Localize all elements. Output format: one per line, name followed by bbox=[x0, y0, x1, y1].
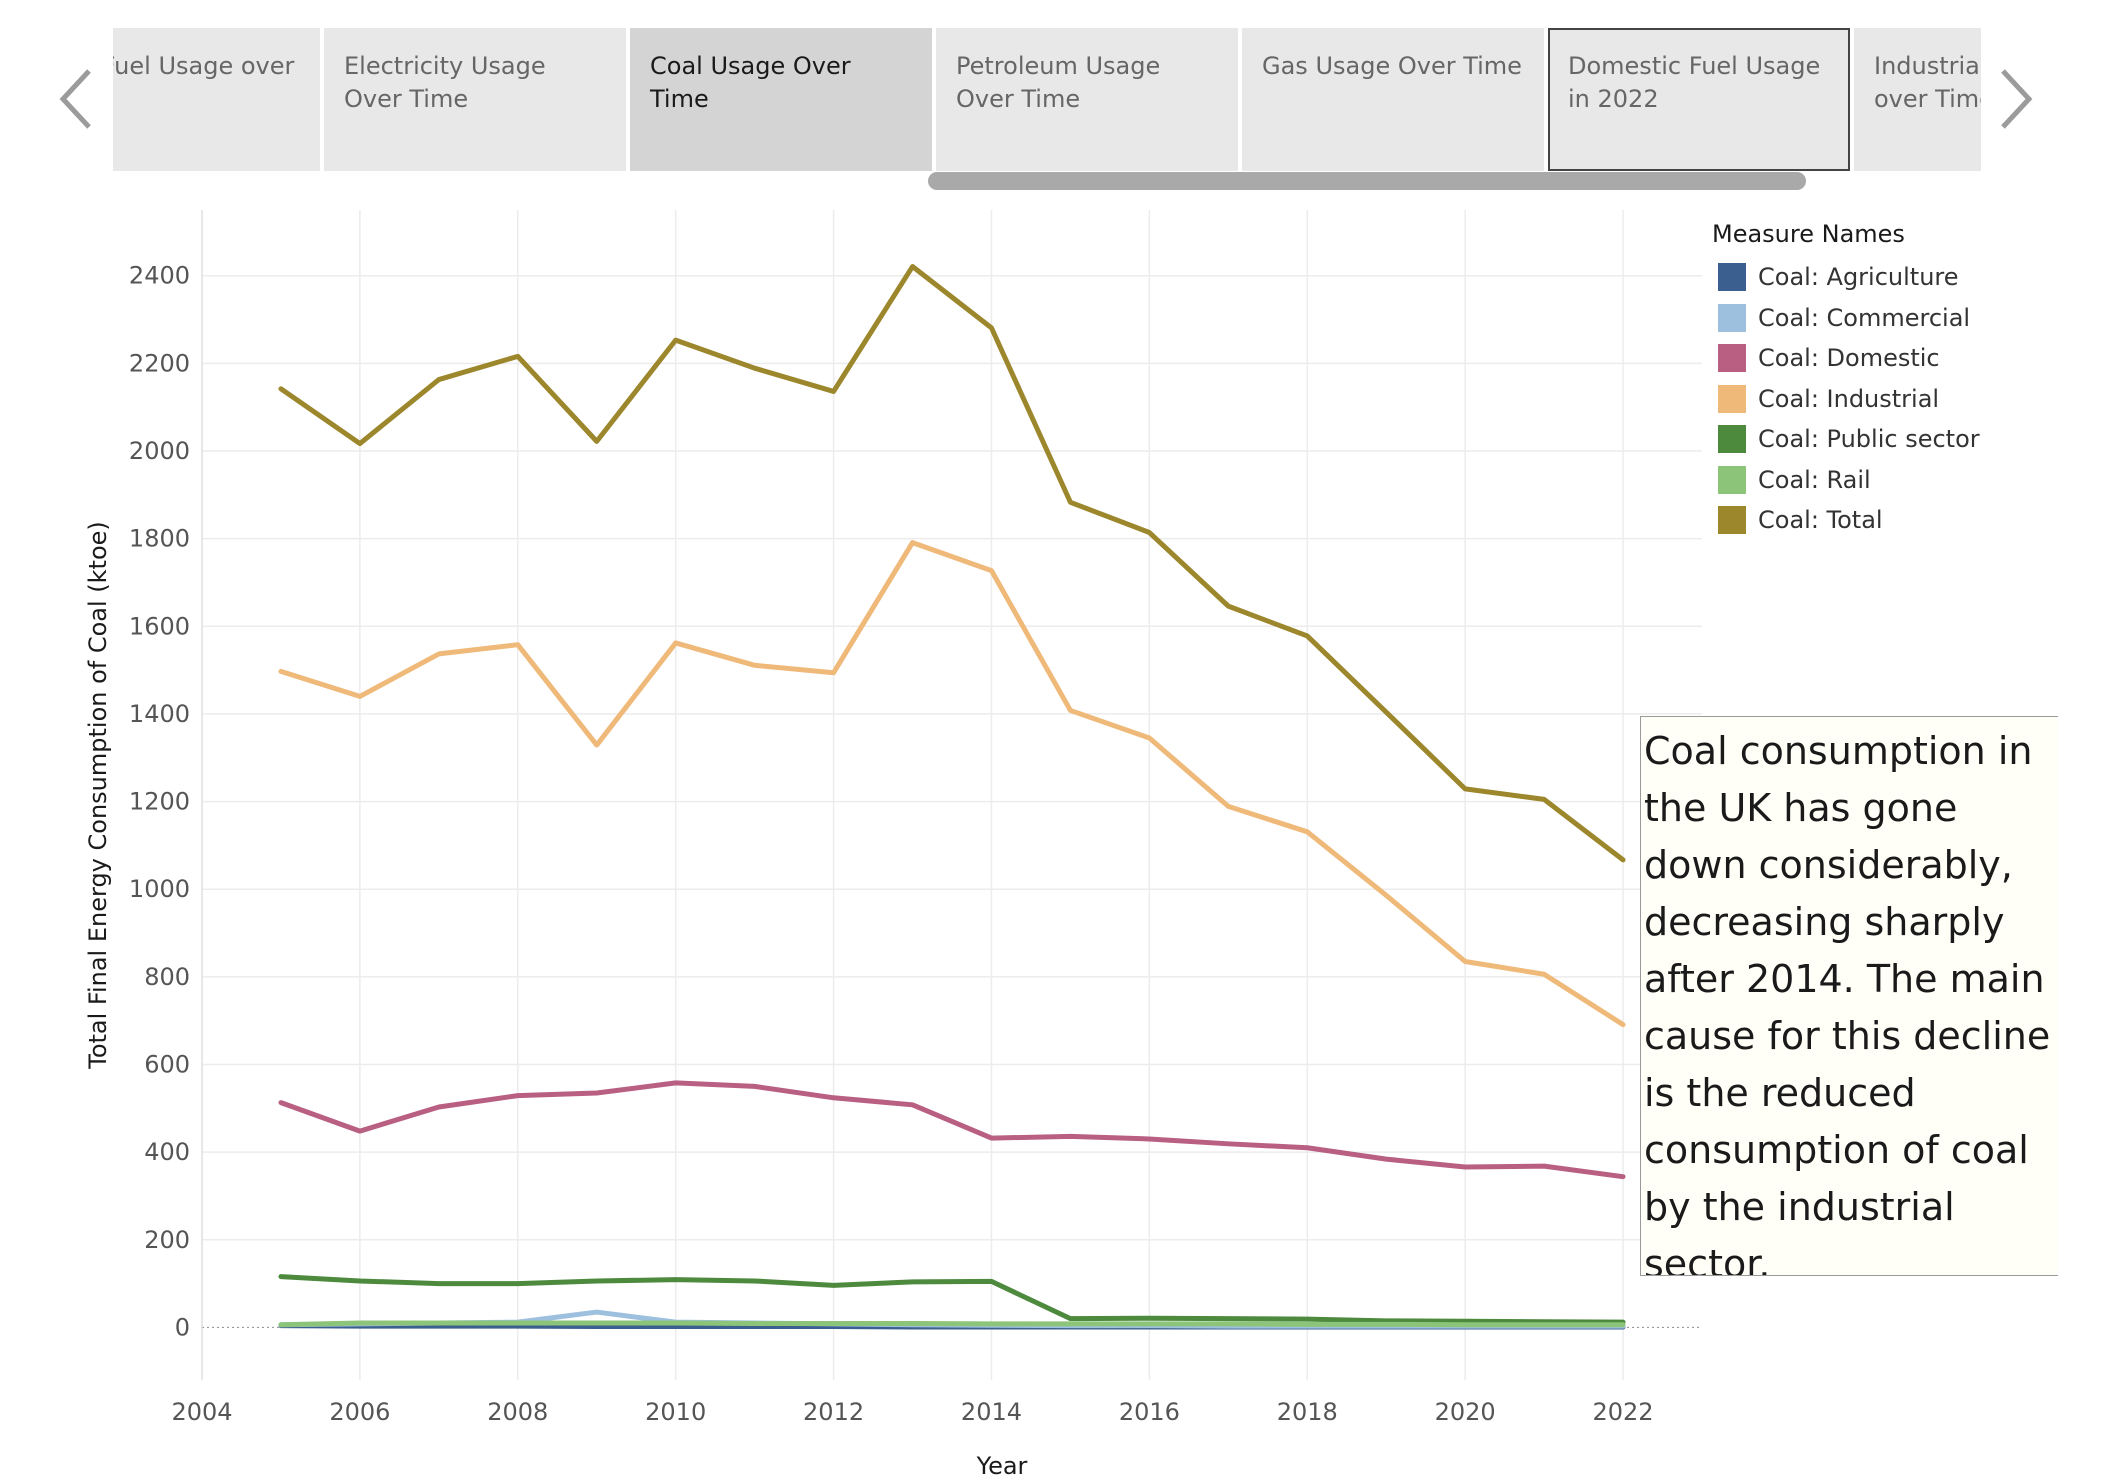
legend-swatch bbox=[1718, 384, 1746, 413]
legend-label: Coal: Rail bbox=[1758, 465, 1871, 494]
series-line-coal-industrial[interactable] bbox=[278, 540, 1626, 1028]
legend-item-coal-industrial[interactable]: Coal: Industrial bbox=[1712, 379, 2002, 420]
legend-items: Coal: Agriculture Coal: Commercial Coal: D… bbox=[1712, 257, 2002, 541]
legend-label: Coal: Industrial bbox=[1758, 384, 1940, 413]
story-tab[interactable]: Coal Usage Over Time bbox=[630, 28, 932, 171]
x-tick-label: 2006 bbox=[329, 1398, 390, 1426]
legend-label: Coal: Agriculture bbox=[1758, 263, 1959, 292]
y-tick-label: 2200 bbox=[129, 349, 190, 377]
series-line-coal-domestic[interactable] bbox=[278, 1080, 1626, 1180]
chevron-left-icon[interactable] bbox=[52, 66, 102, 132]
y-tick-label: 1000 bbox=[129, 875, 190, 903]
legend-swatch bbox=[1718, 465, 1746, 494]
y-axis-title: Total Final Energy Consumption of Coal (… bbox=[84, 521, 112, 1070]
legend-swatch bbox=[1718, 425, 1746, 454]
chart-legend: Measure Names Coal: Agriculture Coal: Com… bbox=[1712, 219, 2002, 541]
chart-axes: 2004 2006 2008 2010 2012 2014 2016 2018 2020 2022… bbox=[129, 210, 1654, 1426]
y-tick-label: 400 bbox=[144, 1138, 190, 1166]
x-tick-label: 2016 bbox=[1119, 1398, 1180, 1426]
x-axis-title: Year bbox=[976, 1452, 1028, 1480]
x-tick-label: 2010 bbox=[645, 1398, 706, 1426]
x-tick-label: 2018 bbox=[1277, 1398, 1338, 1426]
y-tick-label: 1400 bbox=[129, 700, 190, 728]
y-tick-label: 2000 bbox=[129, 437, 190, 465]
legend-item-coal-agriculture[interactable]: Coal: Agriculture bbox=[1712, 257, 2002, 298]
chart-series bbox=[278, 264, 1626, 1330]
series-line-coal-rail[interactable] bbox=[278, 1320, 1626, 1328]
legend-label: Coal: Domestic bbox=[1758, 344, 1940, 373]
chevron-right-icon[interactable] bbox=[1990, 66, 2040, 132]
x-tick-label: 2022 bbox=[1593, 1398, 1654, 1426]
series-line-coal-public-sector[interactable] bbox=[278, 1274, 1626, 1325]
story-tab-track: Total Fuel Usage over Time Electricity U… bbox=[113, 28, 1981, 171]
y-tick-label: 200 bbox=[144, 1226, 190, 1254]
story-tab[interactable]: Domestic Fuel Usage in 2022 bbox=[1548, 28, 1850, 171]
y-tick-label: 2400 bbox=[129, 262, 190, 290]
chart-gridlines bbox=[201, 210, 1702, 1380]
x-tick-label: 2004 bbox=[171, 1398, 232, 1426]
story-tab[interactable]: Total Fuel Usage over Time bbox=[113, 28, 320, 171]
story-tab[interactable]: Gas Usage Over Time bbox=[1242, 28, 1544, 171]
legend-label: Coal: Public sector bbox=[1758, 425, 1980, 454]
y-tick-label: 1200 bbox=[129, 788, 190, 816]
tab-strip-scrollbar[interactable] bbox=[928, 172, 1806, 190]
legend-item-coal-commercial[interactable]: Coal: Commercial bbox=[1712, 298, 2002, 339]
legend-item-coal-rail[interactable]: Coal: Rail bbox=[1712, 460, 2002, 501]
y-tick-label: 800 bbox=[144, 963, 190, 991]
chart-annotation: Coal consumption in the UK has gone down… bbox=[1640, 716, 2058, 1276]
story-tab[interactable]: Industrial Fuel Usage over Time bbox=[1854, 28, 1981, 171]
legend-swatch bbox=[1718, 506, 1746, 535]
x-tick-label: 2012 bbox=[803, 1398, 864, 1426]
legend-item-coal-domestic[interactable]: Coal: Domestic bbox=[1712, 338, 2002, 379]
legend-swatch bbox=[1718, 303, 1746, 332]
story-tab[interactable]: Electricity Usage Over Time bbox=[324, 28, 626, 171]
series-line-coal-total[interactable] bbox=[278, 264, 1626, 863]
x-tick-label: 2020 bbox=[1435, 1398, 1496, 1426]
story-tab[interactable]: Petroleum Usage Over Time bbox=[936, 28, 1238, 171]
legend-item-coal-total[interactable]: Coal: Total bbox=[1712, 500, 2002, 541]
y-tick-label: 1600 bbox=[129, 612, 190, 640]
y-tick-label: 1800 bbox=[129, 525, 190, 553]
legend-swatch bbox=[1718, 344, 1746, 373]
legend-item-coal-public-sector[interactable]: Coal: Public sector bbox=[1712, 419, 2002, 460]
legend-label: Coal: Total bbox=[1758, 506, 1883, 535]
y-tick-label: 0 bbox=[175, 1313, 190, 1341]
story-tab-strip: Total Fuel Usage over Time Electricity U… bbox=[113, 28, 1981, 171]
y-tick-label: 600 bbox=[144, 1050, 190, 1078]
x-tick-label: 2008 bbox=[487, 1398, 548, 1426]
x-tick-label: 2014 bbox=[961, 1398, 1022, 1426]
legend-title: Measure Names bbox=[1712, 220, 1905, 248]
legend-swatch bbox=[1718, 263, 1746, 292]
legend-label: Coal: Commercial bbox=[1758, 303, 1971, 332]
